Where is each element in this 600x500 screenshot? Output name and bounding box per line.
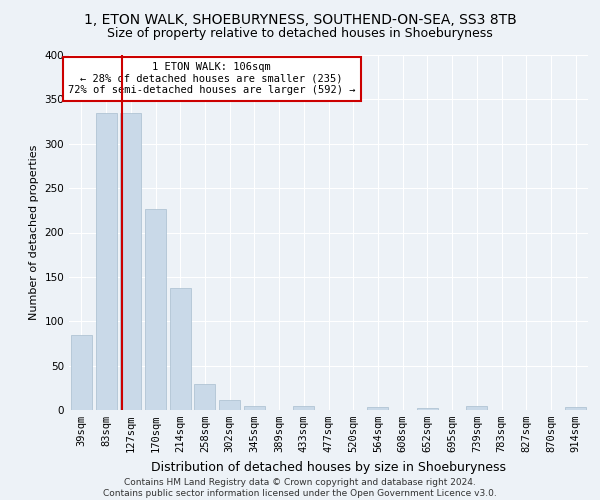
Bar [244, 406, 265, 410]
Bar [466, 406, 487, 410]
Bar [95, 112, 116, 410]
Bar [417, 408, 438, 410]
Bar [120, 112, 141, 410]
Y-axis label: Number of detached properties: Number of detached properties [29, 145, 39, 320]
Bar [367, 408, 388, 410]
Text: Size of property relative to detached houses in Shoeburyness: Size of property relative to detached ho… [107, 28, 493, 40]
Bar [219, 400, 240, 410]
X-axis label: Distribution of detached houses by size in Shoeburyness: Distribution of detached houses by size … [151, 460, 506, 473]
Bar [71, 334, 92, 410]
Text: 1 ETON WALK: 106sqm
← 28% of detached houses are smaller (235)
72% of semi-detac: 1 ETON WALK: 106sqm ← 28% of detached ho… [68, 62, 355, 96]
Text: 1, ETON WALK, SHOEBURYNESS, SOUTHEND-ON-SEA, SS3 8TB: 1, ETON WALK, SHOEBURYNESS, SOUTHEND-ON-… [83, 12, 517, 26]
Bar [170, 288, 191, 410]
Text: Contains HM Land Registry data © Crown copyright and database right 2024.
Contai: Contains HM Land Registry data © Crown c… [103, 478, 497, 498]
Bar [145, 208, 166, 410]
Bar [194, 384, 215, 410]
Bar [565, 408, 586, 410]
Bar [293, 406, 314, 410]
